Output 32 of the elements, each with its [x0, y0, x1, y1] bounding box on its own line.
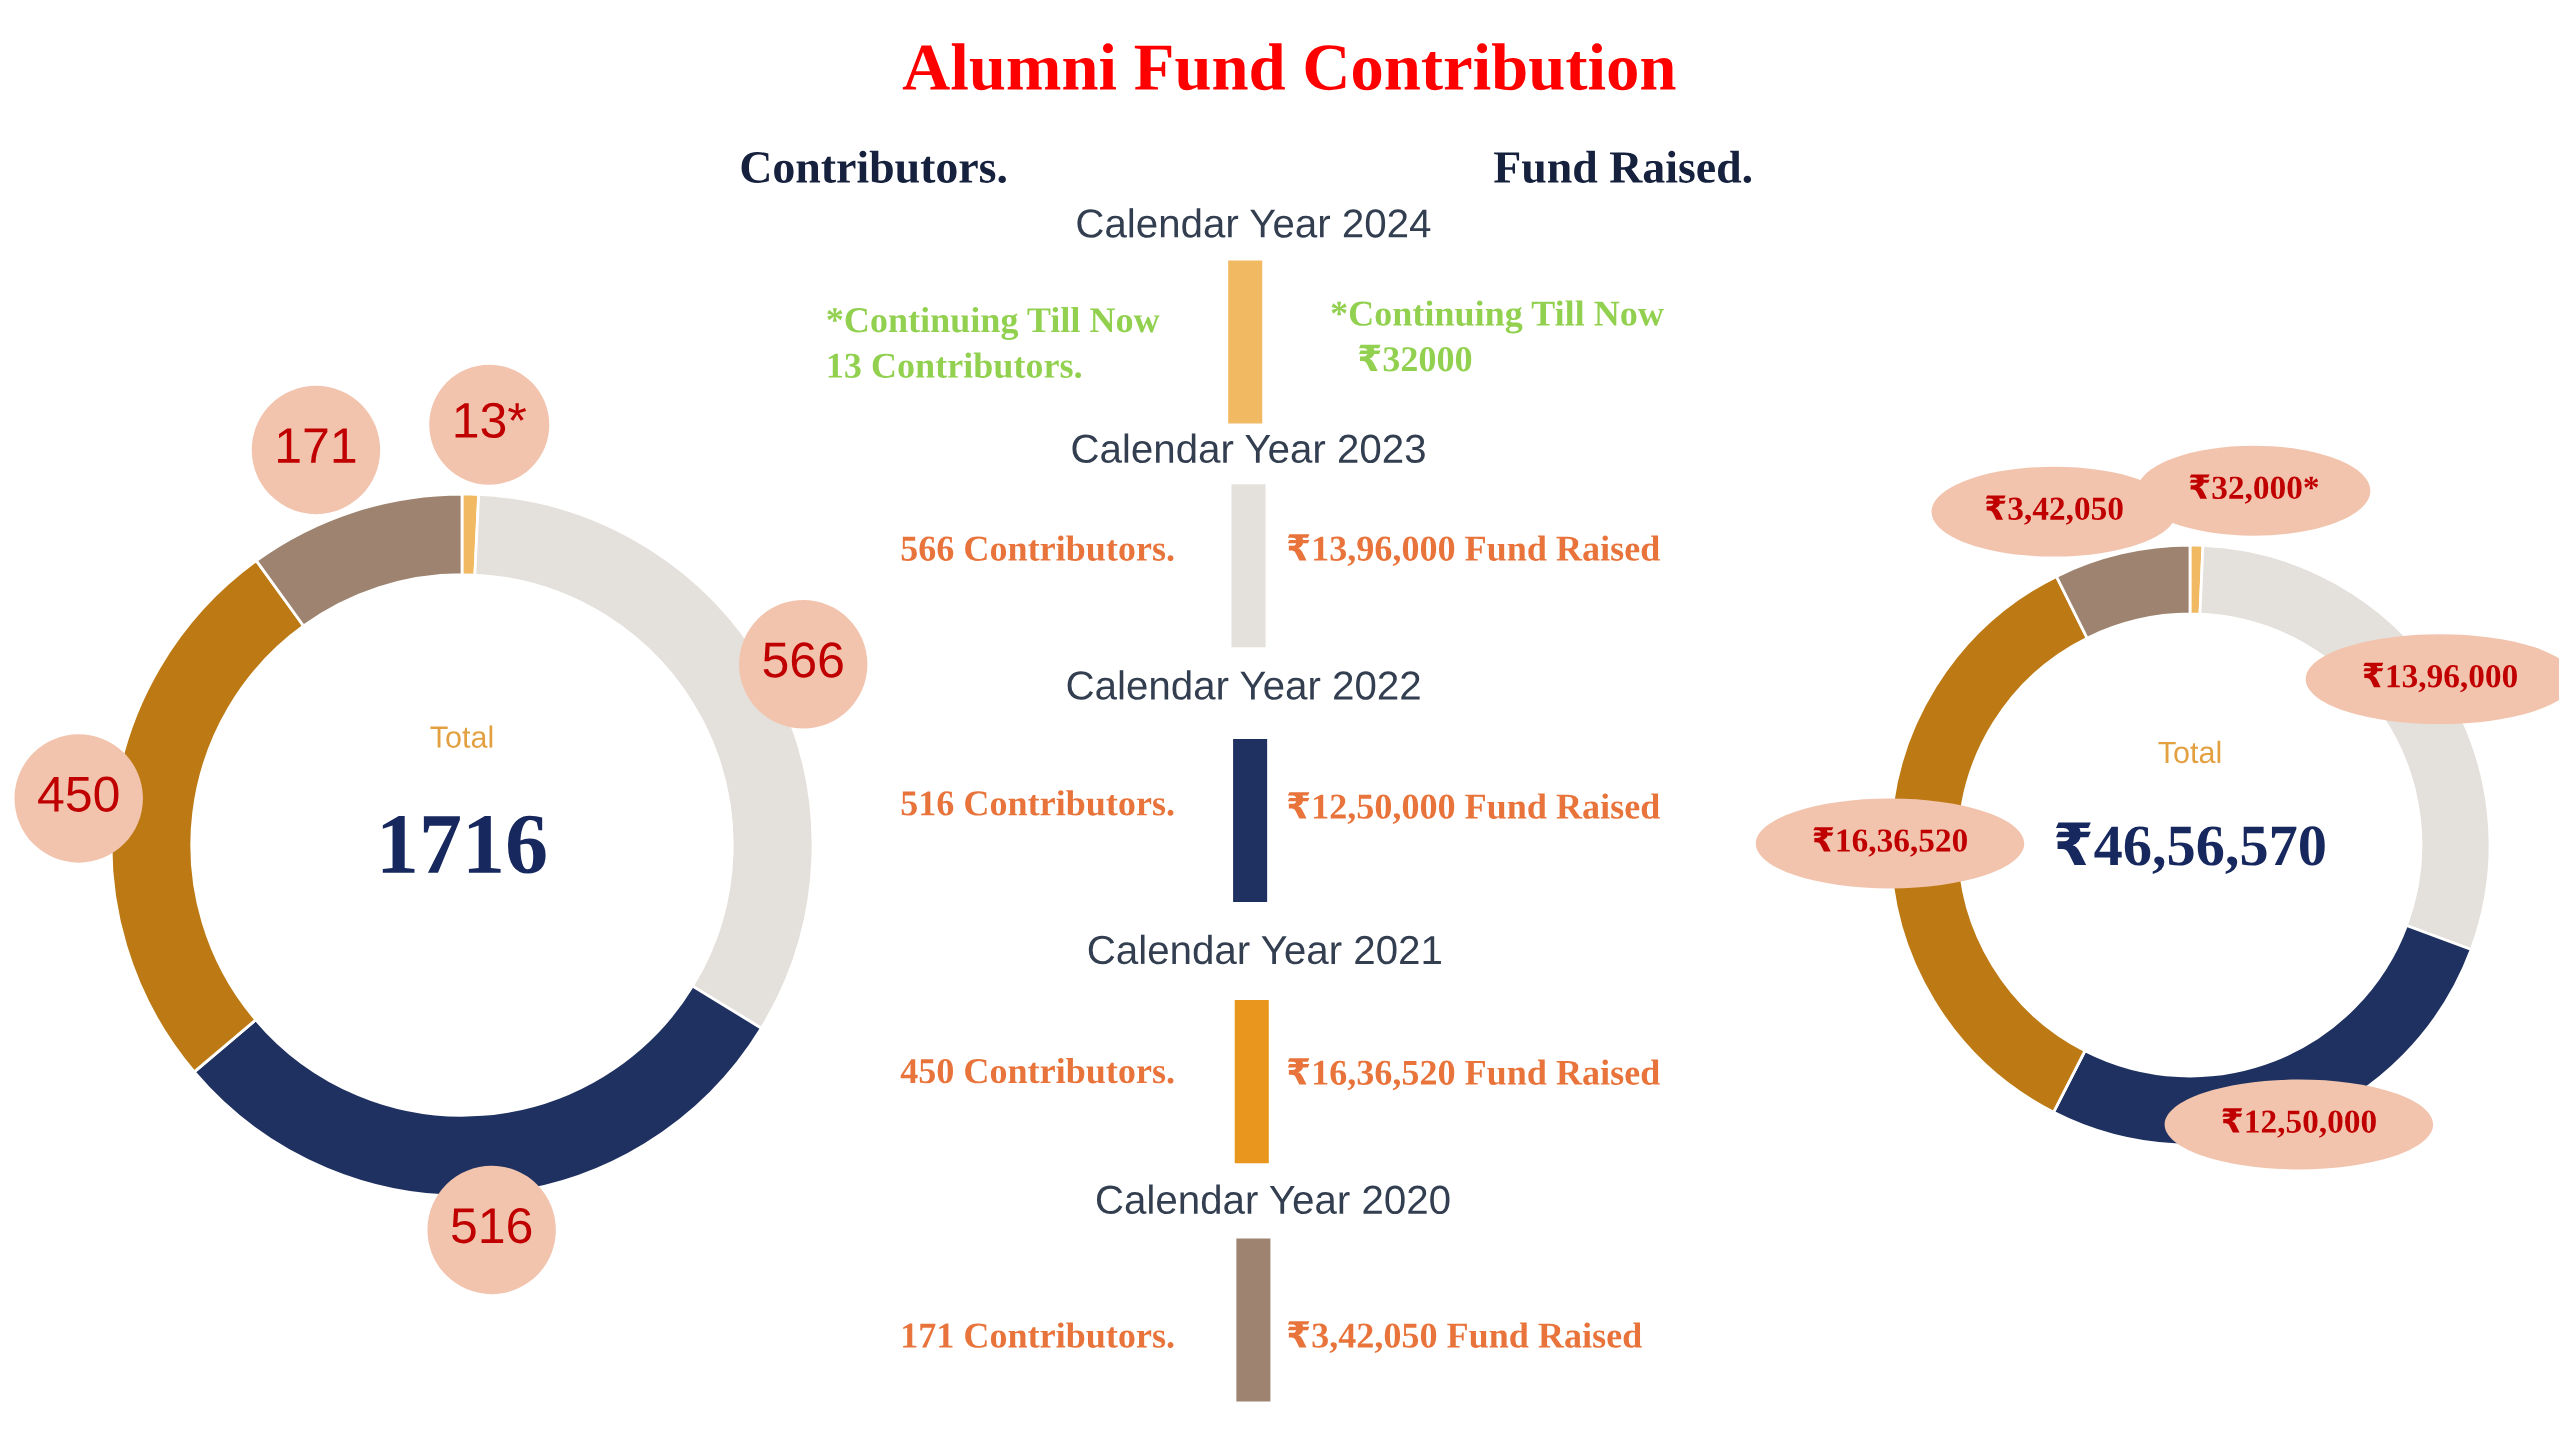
data-label: ₹32,000* — [2189, 474, 2319, 504]
text: Total — [2158, 740, 2221, 764]
data-label: ₹13,96,000 — [2363, 662, 2517, 693]
data-label: ₹12,50,000 — [2222, 1108, 2376, 1138]
text: 450 Contributors. — [900, 1057, 1174, 1084]
text: ₹13,96,000 Fund Raised — [1287, 534, 1660, 567]
text: ₹3,42,050 Fund Raised — [1287, 1321, 1642, 1354]
text: 516 Contributors. — [901, 790, 1174, 816]
text: *Continuing Till Now 13 Contributors. — [827, 306, 1160, 379]
text: 171 Contributors. — [903, 1322, 1174, 1348]
data-label: 516 — [451, 1207, 532, 1244]
data-label: 566 — [763, 642, 843, 678]
text: ₹16,36,520 Fund Raised — [1287, 1058, 1660, 1091]
chart-title: Fund Raised. — [1494, 150, 1752, 184]
text: 566 Contributors. — [901, 535, 1174, 562]
data-label: 171 — [278, 428, 356, 463]
data-label: ₹16,36,520 — [1813, 827, 1967, 857]
text: Calendar Year 2022 — [1067, 670, 1420, 700]
text: Calendar Year 2021 — [1088, 934, 1441, 965]
text: Calendar Year 2023 — [1072, 433, 1425, 464]
text: ₹12,50,000 Fund Raised — [1287, 792, 1660, 825]
text: Alumni Fund Contribution — [902, 43, 1676, 91]
text: Calendar Year 2024 — [1077, 208, 1431, 238]
data-label: ₹3,42,050 — [1985, 495, 2123, 525]
text: ₹46,56,570 — [2055, 822, 2325, 875]
text: Calendar Year 2020 — [1096, 1184, 1450, 1215]
text: 1716 — [382, 815, 546, 874]
data-label: 450 — [38, 776, 119, 812]
chart-title: Contributors. — [741, 150, 1006, 184]
data-label: 13* — [455, 402, 527, 439]
text: *Continuing Till Now ₹32000 — [1331, 300, 1664, 372]
text: Total — [430, 725, 493, 748]
